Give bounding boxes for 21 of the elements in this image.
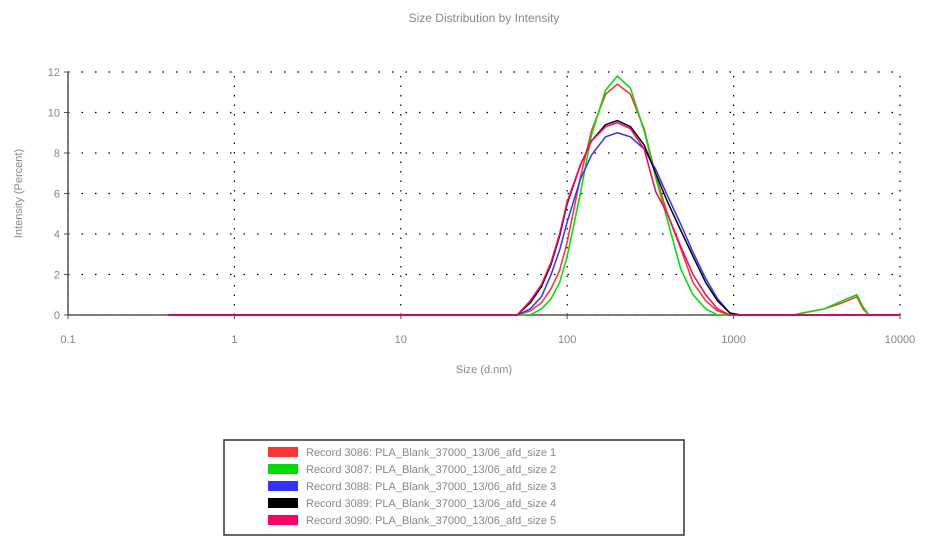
x-tick-label: 100 bbox=[558, 334, 576, 346]
y-tick-label: 2 bbox=[54, 269, 60, 282]
y-tick-label: 12 bbox=[48, 66, 60, 79]
y-tick-label: 4 bbox=[54, 228, 60, 241]
y-tick-label: 10 bbox=[48, 107, 60, 120]
y-axis-title: Intensity (Percent) bbox=[13, 148, 25, 238]
legend-label: Record 3086: PLA_Blank_37000_13/06_afd_size 1 bbox=[306, 446, 556, 459]
y-tick-label: 6 bbox=[54, 188, 60, 200]
x-tick-label: 0.1 bbox=[60, 334, 76, 346]
legend-label: Record 3088: PLA_Blank_37000_13/06_afd_size 3 bbox=[306, 480, 556, 493]
x-tick-label: 10000 bbox=[884, 334, 916, 346]
chart-title: Size Distribution by Intensity bbox=[408, 11, 560, 25]
y-tick-label: 0 bbox=[54, 310, 60, 322]
y-tick-label: 8 bbox=[54, 148, 60, 160]
legend-label: Record 3089: PLA_Blank_37000_13/06_afd_size 4 bbox=[306, 498, 556, 510]
x-tick-label: 1 bbox=[231, 334, 238, 346]
legend-label: Record 3090: PLA_Blank_37000_13/06_afd_size 5 bbox=[306, 514, 556, 527]
x-tick-label: 10 bbox=[394, 334, 407, 346]
legend-label: Record 3087: PLA_Blank_37000_13/06_afd_size 2 bbox=[306, 464, 556, 476]
x-tick-label: 1000 bbox=[721, 334, 746, 346]
x-axis-title: Size (d.nm) bbox=[456, 364, 512, 376]
